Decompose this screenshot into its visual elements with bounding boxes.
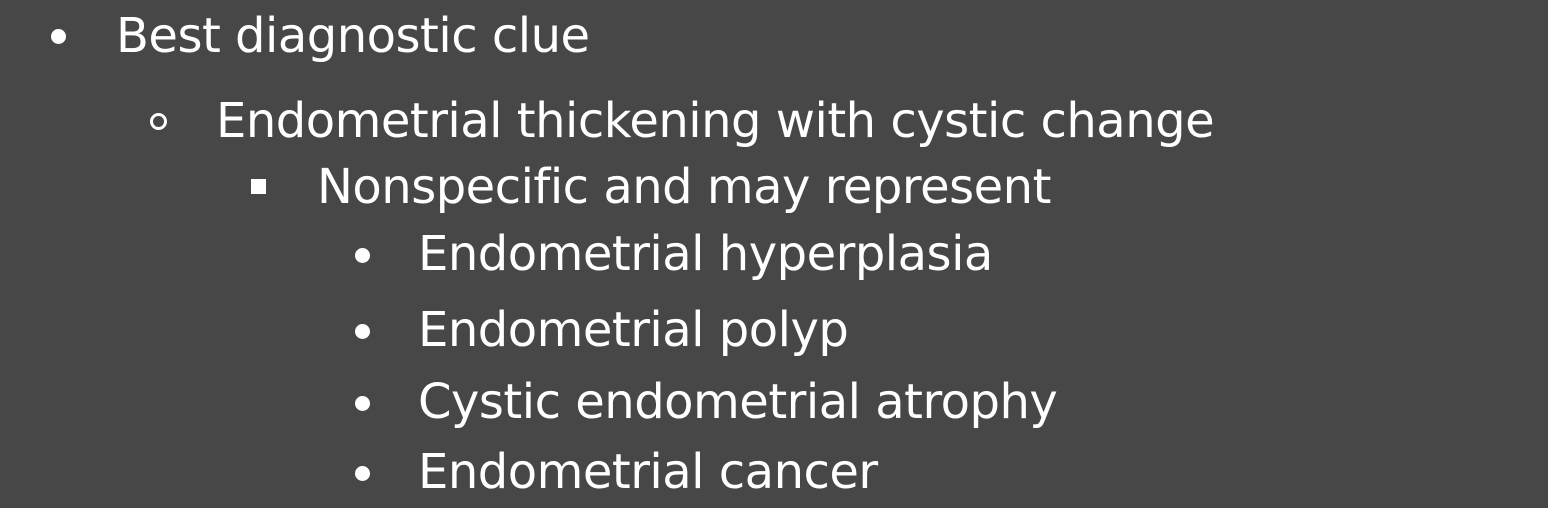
list-item-text: Endometrial polyp	[418, 302, 849, 358]
bullet-text: Endometrial thickening with cystic chang…	[216, 93, 1215, 149]
hollow-circle-bullet-icon	[150, 113, 167, 130]
list-item-text: Endometrial hyperplasia	[418, 226, 993, 282]
filled-circle-bullet-icon	[355, 396, 370, 411]
bullet-text: Nonspecific and may represent	[317, 159, 1051, 215]
list-item-text: Endometrial cancer	[418, 444, 878, 500]
filled-circle-bullet-icon	[51, 29, 66, 44]
list-item-text: Cystic endometrial atrophy	[418, 374, 1058, 430]
filled-circle-bullet-icon	[355, 466, 370, 481]
filled-circle-bullet-icon	[355, 248, 370, 263]
filled-circle-bullet-icon	[355, 324, 370, 339]
filled-square-bullet-icon	[251, 179, 266, 194]
bullet-text: Best diagnostic clue	[116, 8, 590, 64]
